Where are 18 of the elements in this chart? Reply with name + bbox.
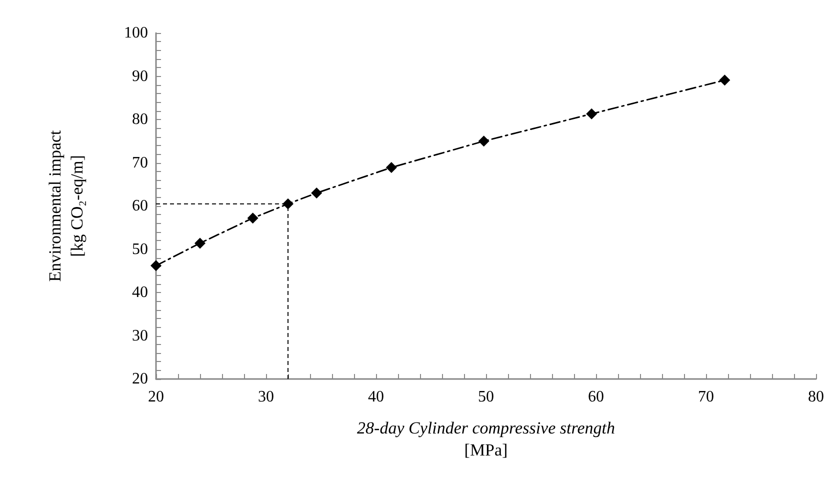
y-tick-label: 40 <box>132 284 148 301</box>
x-tick-label: 30 <box>258 388 274 406</box>
y-tick-label: 30 <box>132 327 148 344</box>
x-tick-label: 40 <box>368 388 384 406</box>
x-axis-title: 28-day Cylinder compressive strength [MPa] <box>357 418 615 460</box>
x-tick-label: 70 <box>698 388 714 406</box>
x-tick-label: 20 <box>148 388 164 406</box>
x-tick-label: 50 <box>478 388 494 406</box>
y-tick-label: 70 <box>132 154 148 172</box>
y-axis-title: Environmental impact [kg CO₂-eq/m] <box>46 130 86 282</box>
y-tick-label: 50 <box>132 240 148 258</box>
y-tick-label: 80 <box>132 111 148 128</box>
x-tick-label: 80 <box>808 388 824 406</box>
y-tick-label: 100 <box>124 24 148 42</box>
y-tick-label: 90 <box>132 68 148 85</box>
y-tick-label: 20 <box>132 370 148 388</box>
x-tick-label: 60 <box>588 388 604 406</box>
y-tick-label: 60 <box>132 198 148 214</box>
